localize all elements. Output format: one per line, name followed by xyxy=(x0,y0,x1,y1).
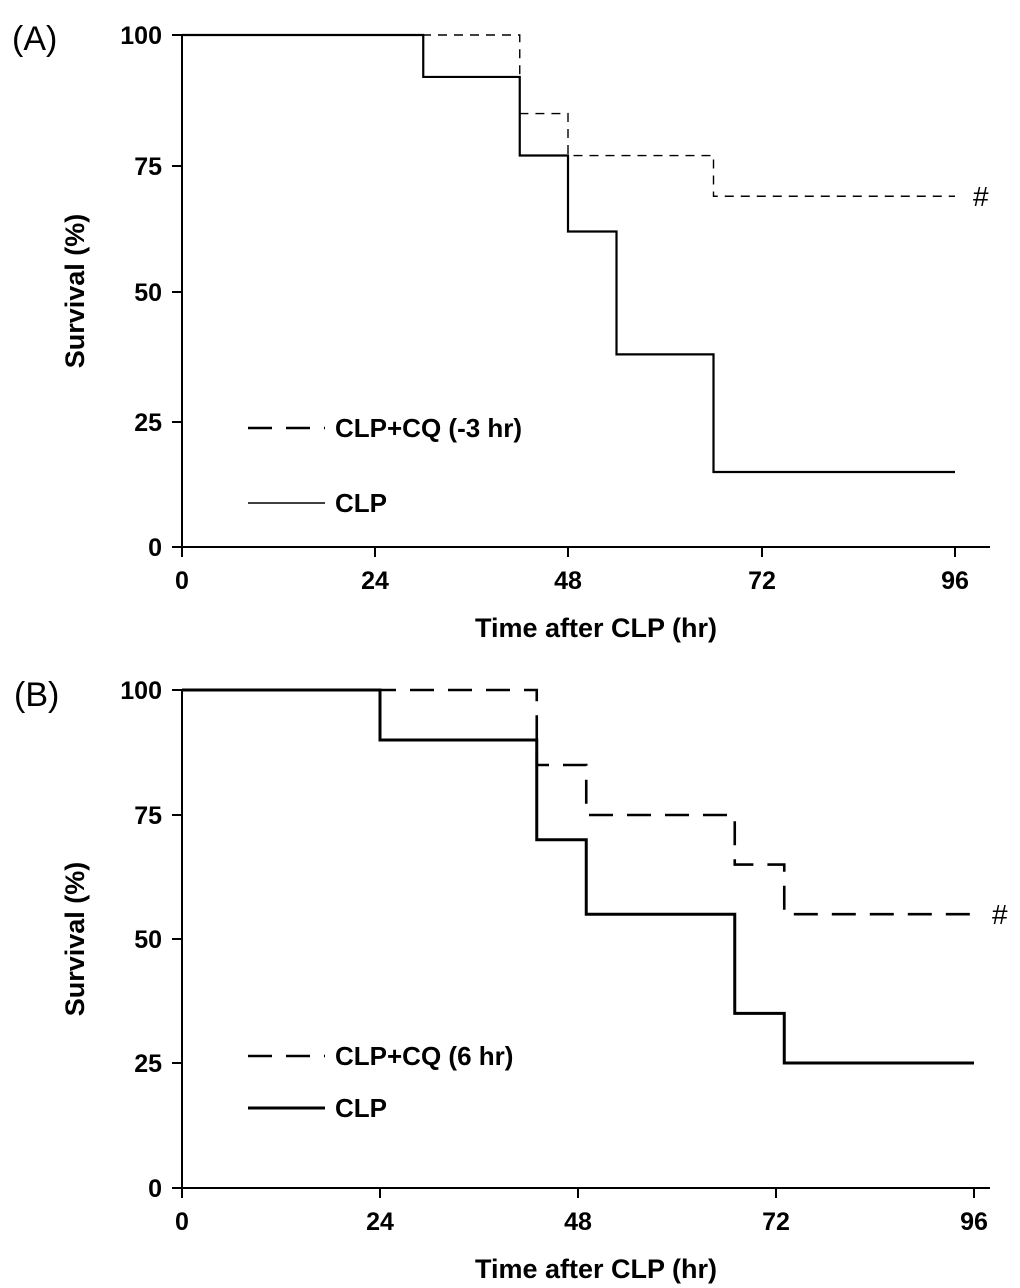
y-tick-label: 100 xyxy=(120,677,162,705)
x-tick-label: 48 xyxy=(554,567,582,595)
panel-label: (A) xyxy=(12,20,57,58)
x-axis-title: Time after CLP (hr) xyxy=(475,1254,717,1284)
series-line-clp xyxy=(182,688,974,1065)
series-line-cq xyxy=(182,688,974,916)
x-tick-label: 48 xyxy=(564,1208,592,1236)
y-tick-label: 50 xyxy=(134,279,162,307)
x-tick-label: 0 xyxy=(175,1208,189,1236)
significance-marker: # xyxy=(973,181,989,212)
x-tick-label: 72 xyxy=(762,1208,790,1236)
y-tick-label: 50 xyxy=(134,926,162,954)
x-tick-label: 0 xyxy=(175,567,189,595)
legend-label: CLP+CQ (-3 hr) xyxy=(335,413,522,443)
y-axis-title: Survival (%) xyxy=(60,214,90,369)
x-tick-label: 24 xyxy=(366,1208,394,1236)
legend-label: CLP xyxy=(335,488,387,518)
legend-label: CLP+CQ (6 hr) xyxy=(335,1041,513,1071)
series-line-cq xyxy=(182,34,955,197)
panel-label: (B) xyxy=(14,676,59,714)
y-tick-label: 25 xyxy=(134,1050,162,1078)
y-axis-title: Survival (%) xyxy=(60,862,90,1017)
y-tick-label: 100 xyxy=(120,22,162,50)
significance-marker: # xyxy=(992,899,1008,930)
y-tick-label: 75 xyxy=(134,802,162,830)
x-tick-label: 24 xyxy=(361,567,389,595)
legend-label: CLP xyxy=(335,1093,387,1123)
series-line-clp xyxy=(182,33,955,474)
x-tick-label: 96 xyxy=(941,567,969,595)
x-tick-label: 96 xyxy=(960,1208,988,1236)
x-axis-title: Time after CLP (hr) xyxy=(475,613,717,643)
y-tick-label: 0 xyxy=(148,1175,162,1203)
y-tick-label: 25 xyxy=(134,409,162,437)
chart-panel-b: (B) 0 25 50 75 100 0 24 48 72 96 Time after CLP (hr… xyxy=(14,676,1008,1284)
x-tick-label: 72 xyxy=(748,567,776,595)
chart-panel-a: (A) 0 25 50 75 100 0 24 48 72 96 Time after CLP (hr… xyxy=(12,20,990,643)
y-tick-label: 0 xyxy=(148,534,162,562)
y-tick-label: 75 xyxy=(134,153,162,181)
